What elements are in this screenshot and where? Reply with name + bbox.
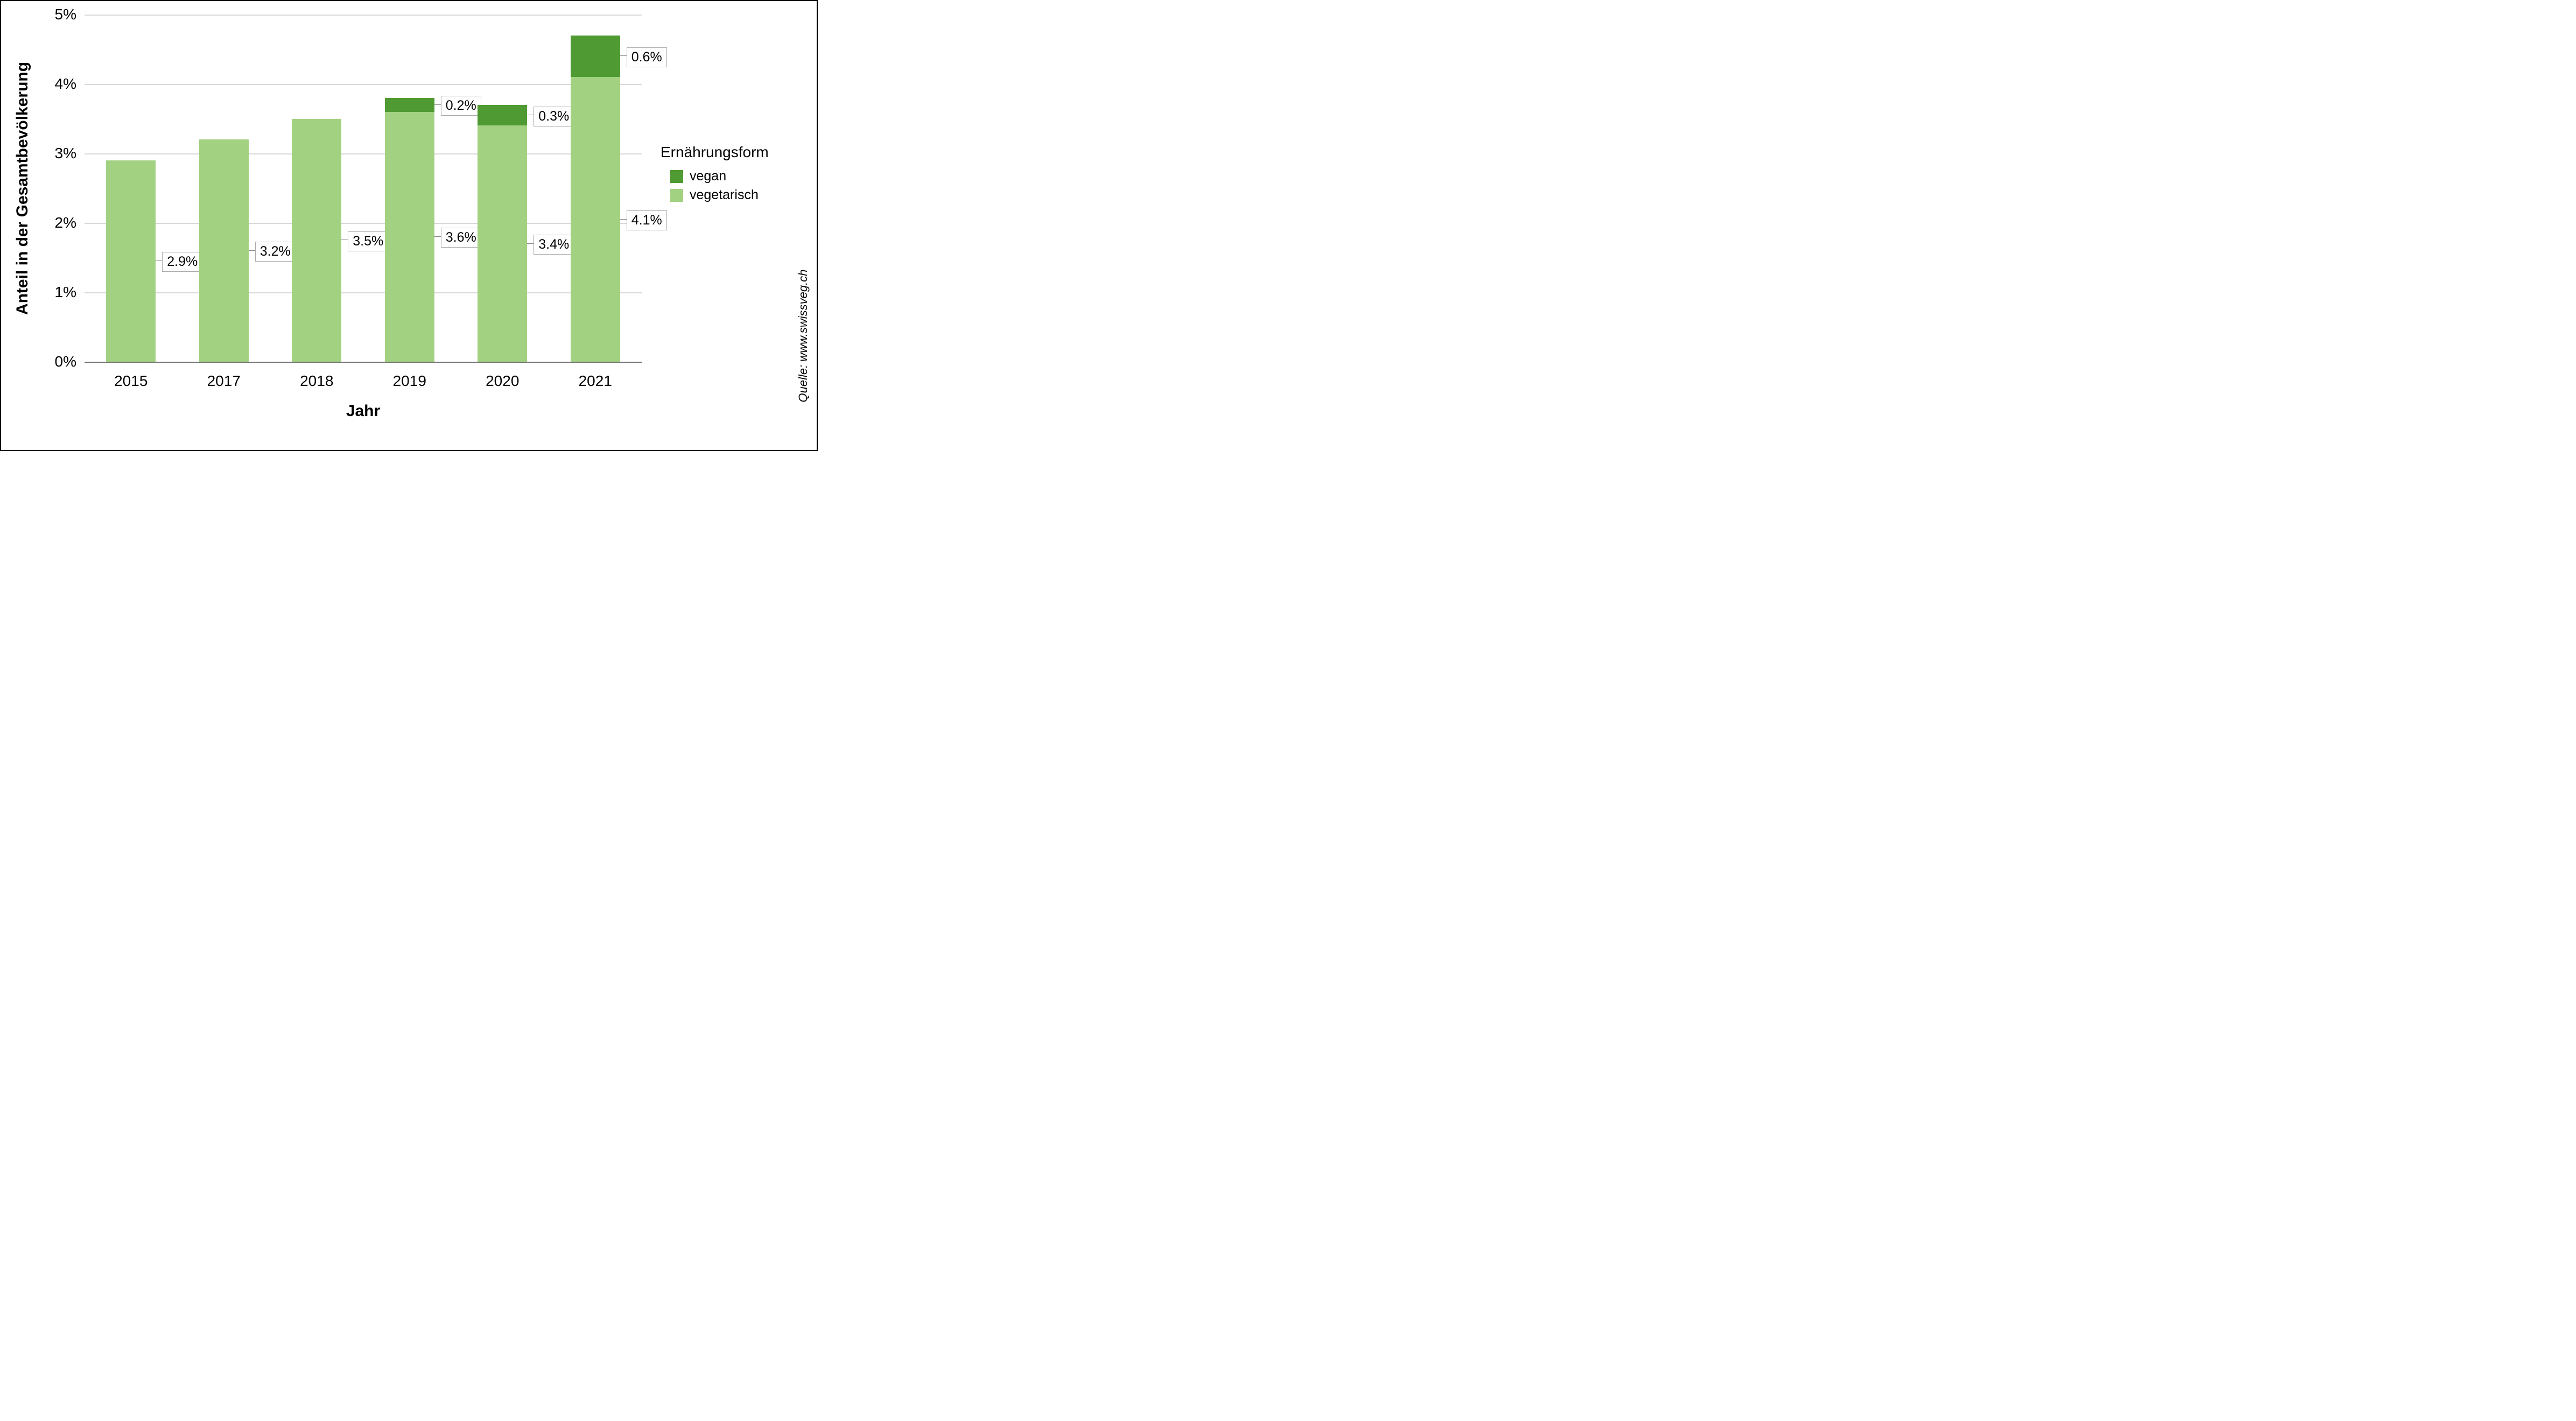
- bar-segment-vegetarian: [199, 139, 249, 362]
- bar-group: [571, 36, 620, 362]
- bar-label-vegan: 0.2%: [441, 96, 481, 116]
- bar-label-vegetarian: 3.5%: [348, 231, 388, 251]
- y-tick-label: 2%: [47, 214, 76, 231]
- bar-segment-vegetarian: [478, 125, 527, 362]
- bar-label-vegetarian: 4.1%: [627, 210, 667, 230]
- label-leader: [620, 219, 627, 220]
- x-tick-label: 2015: [114, 372, 148, 390]
- y-tick-label: 4%: [47, 75, 76, 93]
- label-leader: [434, 236, 441, 237]
- legend-swatch: [670, 170, 683, 183]
- bar-segment-vegetarian: [292, 119, 341, 362]
- legend-item: vegetarisch: [670, 187, 769, 203]
- label-leader: [527, 243, 534, 244]
- y-tick-label: 3%: [47, 145, 76, 162]
- x-tick-label: 2021: [579, 372, 612, 390]
- bar-group: [199, 139, 249, 362]
- x-tick-label: 2018: [300, 372, 333, 390]
- gridline: [85, 223, 642, 224]
- x-tick-label: 2020: [486, 372, 519, 390]
- bar-segment-vegan: [385, 98, 434, 112]
- bar-group: [478, 105, 527, 362]
- gridline: [85, 15, 642, 16]
- label-leader: [249, 250, 255, 251]
- y-axis-title: Anteil in der Gesamtbevölkerung: [13, 61, 32, 314]
- gridline: [85, 84, 642, 85]
- legend-swatch: [670, 189, 683, 202]
- legend-item: vegan: [670, 168, 769, 184]
- bar-segment-vegetarian: [106, 160, 156, 362]
- bar-group: [292, 119, 341, 362]
- bar-label-vegetarian: 3.4%: [534, 235, 574, 255]
- x-axis-baseline: [85, 362, 642, 363]
- bar-label-vegetarian: 3.2%: [255, 242, 296, 262]
- bar-segment-vegan: [571, 36, 620, 77]
- bar-group: [106, 160, 156, 362]
- y-tick-label: 5%: [47, 6, 76, 23]
- x-tick-label: 2019: [393, 372, 426, 390]
- bar-group: [385, 98, 434, 362]
- legend-items: vegan vegetarisch: [661, 168, 769, 203]
- x-axis-title: Jahr: [346, 402, 380, 420]
- x-tick-label: 2017: [207, 372, 241, 390]
- y-tick-label: 1%: [47, 284, 76, 301]
- gridline: [85, 153, 642, 154]
- bar-label-vegan: 0.6%: [627, 47, 667, 67]
- legend-title: Ernährungsform: [661, 144, 769, 161]
- legend: Ernährungsform vegan vegetarisch: [661, 144, 769, 203]
- gridline: [85, 292, 642, 293]
- legend-label: vegan: [690, 168, 726, 184]
- bar-segment-vegetarian: [385, 112, 434, 362]
- legend-label: vegetarisch: [690, 187, 759, 203]
- label-leader: [434, 104, 441, 105]
- label-leader: [620, 55, 627, 56]
- plot-area: 2.9%3.2%3.5%3.6%0.2%3.4%0.3%4.1%0.6%: [85, 15, 642, 362]
- source-note: Quelle: www.swissveg.ch: [796, 270, 810, 403]
- bar-label-vegetarian: 3.6%: [441, 228, 481, 248]
- chart-figure: 2.9% 3.2% 3.5% 3.6% 0.2% 3.4% 0.3% 4.1% 0.6% Ant…: [0, 0, 818, 451]
- bar-label-vegetarian: 2.9%: [162, 252, 202, 272]
- bar-label-vegan: 0.3%: [534, 107, 574, 126]
- bar-segment-vegetarian: [571, 77, 620, 362]
- bar-segment-vegan: [478, 105, 527, 126]
- y-tick-label: 0%: [47, 353, 76, 370]
